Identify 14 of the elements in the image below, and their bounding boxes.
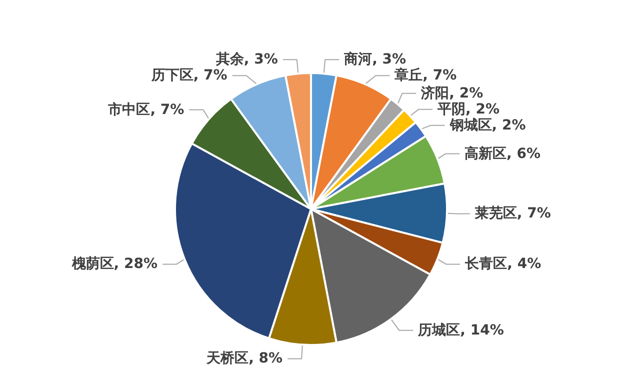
slice-label: 其余, 3%	[214, 52, 278, 68]
slice-label: 商河, 3%	[343, 50, 406, 68]
slice-label: 平阴, 2%	[436, 101, 500, 118]
slice-label: 长青区, 4%	[464, 256, 542, 272]
slice-label: 历下区, 7%	[150, 68, 228, 84]
slice-label: 章丘, 7%	[394, 66, 457, 84]
slice-label: 市中区, 7%	[107, 100, 184, 118]
slice-label: 槐荫区, 28%	[70, 256, 158, 272]
slice-label: 历城区, 14%	[417, 322, 504, 338]
slice-label: 钢城区, 2%	[448, 117, 526, 134]
slice-label: 济阳, 2%	[420, 84, 484, 102]
slice-label: 天桥区, 8%	[206, 350, 283, 367]
slice-label: 莱芜区, 7%	[474, 206, 551, 222]
slice-label: 高新区, 6%	[464, 144, 541, 162]
